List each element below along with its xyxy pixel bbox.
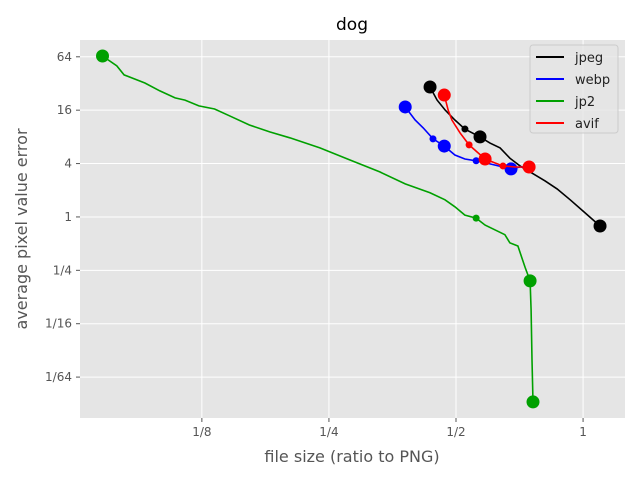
y-tick-label: 16 bbox=[57, 103, 72, 117]
legend-label-jpeg: jpeg bbox=[574, 51, 603, 66]
y-tick-label: 1/4 bbox=[53, 263, 72, 277]
jpeg-large-marker bbox=[423, 80, 437, 94]
y-tick-label: 1/16 bbox=[45, 317, 72, 331]
y-axis-label: average pixel value error bbox=[12, 128, 31, 329]
avif-small-marker bbox=[465, 141, 473, 149]
avif-large-marker bbox=[437, 88, 451, 102]
x-axis-label: file size (ratio to PNG) bbox=[264, 447, 439, 466]
legend-label-avif: avif bbox=[575, 117, 599, 132]
jp2-large-marker bbox=[96, 49, 110, 63]
legend-label-jp2: jp2 bbox=[574, 95, 595, 110]
avif-small-marker bbox=[499, 162, 507, 170]
avif-large-marker bbox=[522, 160, 536, 174]
y-tick-label: 4 bbox=[64, 157, 72, 171]
webp-small-marker bbox=[429, 135, 437, 143]
webp-large-marker bbox=[504, 162, 518, 176]
y-tick-label: 64 bbox=[57, 50, 72, 64]
webp-large-marker bbox=[437, 139, 451, 153]
x-tick-label: 1/8 bbox=[192, 425, 211, 439]
jpeg-small-marker bbox=[461, 125, 469, 133]
series-avif bbox=[437, 88, 536, 174]
x-tick-label: 1/2 bbox=[446, 425, 465, 439]
legend-label-webp: webp bbox=[575, 73, 610, 88]
y-tick-label: 1/64 bbox=[45, 370, 72, 384]
jp2-small-marker bbox=[472, 214, 480, 222]
series-lines bbox=[96, 49, 607, 409]
legend: jpeg webp jp2 avif bbox=[529, 44, 619, 134]
jpeg-large-marker bbox=[593, 219, 607, 233]
legend-box bbox=[529, 44, 619, 134]
jp2-large-marker bbox=[523, 274, 537, 288]
jp2-line bbox=[102, 55, 534, 402]
jp2-large-marker bbox=[526, 395, 540, 409]
tick-labels: 1/8 1/4 1/2 1 1/64 1/16 1/4 1 4 16 64 bbox=[45, 50, 587, 439]
webp-small-marker bbox=[472, 157, 480, 165]
avif-large-marker bbox=[478, 152, 492, 166]
webp-large-marker bbox=[398, 100, 412, 114]
x-tick-label: 1 bbox=[579, 425, 587, 439]
chart-title: dog bbox=[336, 15, 368, 35]
avif-line bbox=[443, 94, 530, 168]
series-jp2 bbox=[96, 49, 540, 409]
series-webp bbox=[398, 100, 531, 176]
jpeg-large-marker bbox=[473, 130, 487, 144]
x-tick-label: 1/4 bbox=[319, 425, 338, 439]
y-tick-label: 1 bbox=[64, 210, 72, 224]
